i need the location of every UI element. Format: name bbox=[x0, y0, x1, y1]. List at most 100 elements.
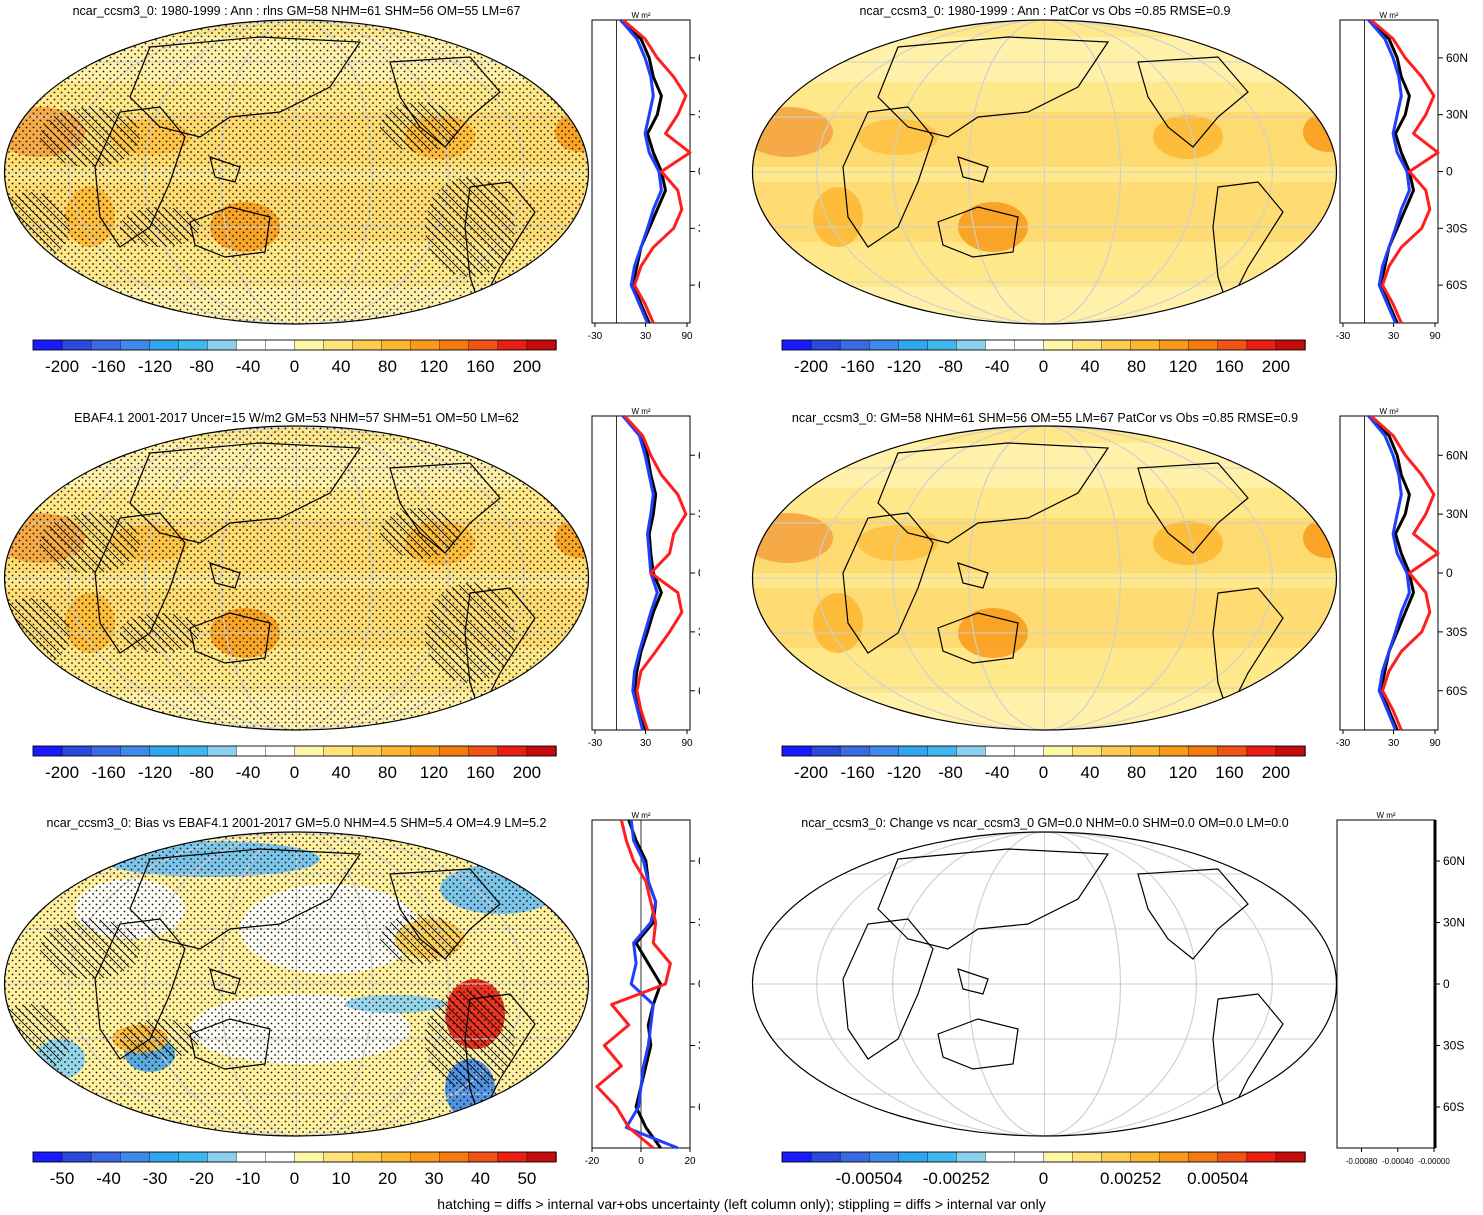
colorbar-tick-label: 200 bbox=[1262, 357, 1290, 376]
lat-label: 60N bbox=[1446, 448, 1468, 462]
lat-label: 60N bbox=[1443, 854, 1465, 868]
colorbar-tick-label: 0 bbox=[1039, 763, 1048, 782]
lat-label: 30S bbox=[698, 1039, 700, 1053]
stippling-overlay bbox=[4, 832, 589, 1136]
longitude-gridline bbox=[968, 426, 1121, 730]
map-title: ncar_ccsm3_0: Change vs ncar_ccsm3_0 GM=… bbox=[801, 816, 1289, 830]
colorbar-swatch bbox=[119, 1151, 150, 1163]
map-title: ncar_ccsm3_0: 1980-1999 : Ann : PatCor v… bbox=[859, 4, 1231, 18]
x-tick-label: -0.00000 bbox=[1418, 1157, 1450, 1166]
colorbar-swatch bbox=[898, 339, 928, 351]
zonal-frame bbox=[1339, 415, 1439, 731]
x-tick-label: -30 bbox=[588, 738, 603, 749]
longitude-gridline bbox=[816, 832, 1273, 1136]
colorbar-swatch bbox=[149, 339, 179, 351]
colorbar-swatch bbox=[90, 1151, 121, 1163]
stippling-overlay bbox=[4, 20, 589, 324]
colorbar-swatch bbox=[439, 1151, 470, 1163]
colorbar-swatch bbox=[1014, 1151, 1045, 1163]
colorbar-swatch bbox=[1101, 745, 1132, 757]
colorbar-swatch bbox=[236, 339, 267, 351]
coastline bbox=[877, 848, 1110, 950]
zonal-mean-plot: W m² 60N 30N 0 30S 60S -20 0 20 bbox=[585, 811, 700, 1167]
longitude-gridline bbox=[892, 832, 1197, 1136]
colorbar-tick-label: -10 bbox=[236, 1169, 261, 1188]
zonal-mean-plot: W m² 60N 30N 0 30S 60S -30 30 90 bbox=[1336, 11, 1468, 342]
colorbar: -0.00504 -0.00252 0 0.00252 0.00504 bbox=[781, 1151, 1306, 1188]
colorbar-swatch bbox=[294, 745, 325, 757]
colorbar-swatch bbox=[61, 1151, 92, 1163]
colorbar-swatch bbox=[265, 1151, 296, 1163]
colorbar-tick-label: 80 bbox=[1127, 763, 1146, 782]
lat-label: 60N bbox=[698, 854, 700, 868]
colorbar-swatch bbox=[178, 745, 209, 757]
lat-label: 30N bbox=[698, 916, 700, 930]
colorbar-swatch bbox=[236, 1151, 267, 1163]
colorbar-swatch bbox=[265, 745, 296, 757]
coastline bbox=[1137, 56, 1249, 148]
zonal-series-red bbox=[1370, 414, 1440, 731]
stippling-overlay bbox=[4, 426, 589, 730]
colorbar-swatch bbox=[439, 339, 470, 351]
hatching-overlay bbox=[425, 583, 515, 683]
lat-label: 0 bbox=[1446, 165, 1453, 179]
colorbar-swatch bbox=[410, 745, 441, 757]
colorbar-frame bbox=[781, 745, 1306, 757]
x-tick-label: -20 bbox=[585, 1156, 600, 1167]
hatching-overlay bbox=[40, 107, 140, 167]
zonal-units: W m² bbox=[1379, 11, 1398, 20]
colorbar-swatch bbox=[381, 339, 412, 351]
colorbar-swatch bbox=[1217, 1151, 1248, 1163]
zonal-mean-plot: W m² 60N 30N 0 30S 60S -30 30 90 bbox=[588, 11, 700, 342]
x-tick-label: -30 bbox=[1336, 331, 1351, 342]
zonal-series-blue bbox=[1367, 415, 1411, 731]
colorbar-tick-label: -30 bbox=[143, 1169, 168, 1188]
colorbar-swatch bbox=[956, 339, 987, 351]
lat-label: 0 bbox=[698, 977, 700, 991]
hatching-overlay bbox=[380, 102, 460, 152]
colorbar-swatch bbox=[1188, 1151, 1219, 1163]
colorbar-tick-label: 40 bbox=[1081, 357, 1100, 376]
colorbar-swatch bbox=[32, 745, 63, 757]
colorbar-tick-label: -200 bbox=[45, 763, 79, 782]
coastline bbox=[877, 36, 1110, 138]
coastline bbox=[937, 1018, 1019, 1070]
x-tick-label: -0.00080 bbox=[1346, 1157, 1378, 1166]
colorbar-swatch bbox=[352, 339, 383, 351]
map-border bbox=[3, 831, 590, 1137]
coastline bbox=[842, 512, 934, 654]
colorbar-tick-label: -40 bbox=[96, 1169, 121, 1188]
coastline bbox=[1137, 462, 1249, 554]
colorbar-swatch bbox=[352, 745, 383, 757]
colorbar-swatch bbox=[927, 1151, 958, 1163]
zonal-series-blue bbox=[619, 19, 663, 324]
colorbar-tick-label: 50 bbox=[517, 1169, 536, 1188]
colorbar-swatch bbox=[61, 745, 92, 757]
colorbar-tick-label: -40 bbox=[236, 763, 261, 782]
colorbar-tick-label: 0.00504 bbox=[1187, 1169, 1248, 1188]
colorbar: -200 -160 -120 -80 -40 0 40 80 120 160 200 bbox=[32, 745, 557, 782]
colorbar-tick-label: 120 bbox=[420, 357, 448, 376]
colorbar-tick-label: 80 bbox=[378, 763, 397, 782]
map-plot bbox=[3, 831, 590, 1137]
lat-label: 30S bbox=[1446, 221, 1467, 235]
lat-label: 30S bbox=[698, 625, 700, 639]
hatching-overlay bbox=[425, 177, 515, 277]
map-border bbox=[751, 425, 1338, 731]
colorbar-swatch bbox=[810, 1151, 841, 1163]
colorbar-tick-label: 200 bbox=[1262, 763, 1290, 782]
map-border bbox=[751, 19, 1338, 325]
coastline bbox=[842, 918, 934, 1060]
longitude-gridline bbox=[816, 20, 1273, 324]
colorbar-swatch bbox=[1217, 745, 1248, 757]
colorbar-tick-label: -40 bbox=[985, 763, 1010, 782]
colorbar: -200 -160 -120 -80 -40 0 40 80 120 160 200 bbox=[781, 339, 1306, 376]
colorbar-tick-label: -200 bbox=[45, 357, 79, 376]
map-title: ncar_ccsm3_0: 1980-1999 : Ann : rlns GM=… bbox=[72, 4, 521, 18]
colorbar-swatch bbox=[207, 1151, 238, 1163]
coastline bbox=[937, 612, 1019, 664]
longitude-gridline bbox=[816, 426, 1273, 730]
colorbar-tick-label: 160 bbox=[466, 763, 494, 782]
lat-label: 30S bbox=[698, 221, 700, 235]
x-tick-label: 30 bbox=[1388, 738, 1400, 749]
